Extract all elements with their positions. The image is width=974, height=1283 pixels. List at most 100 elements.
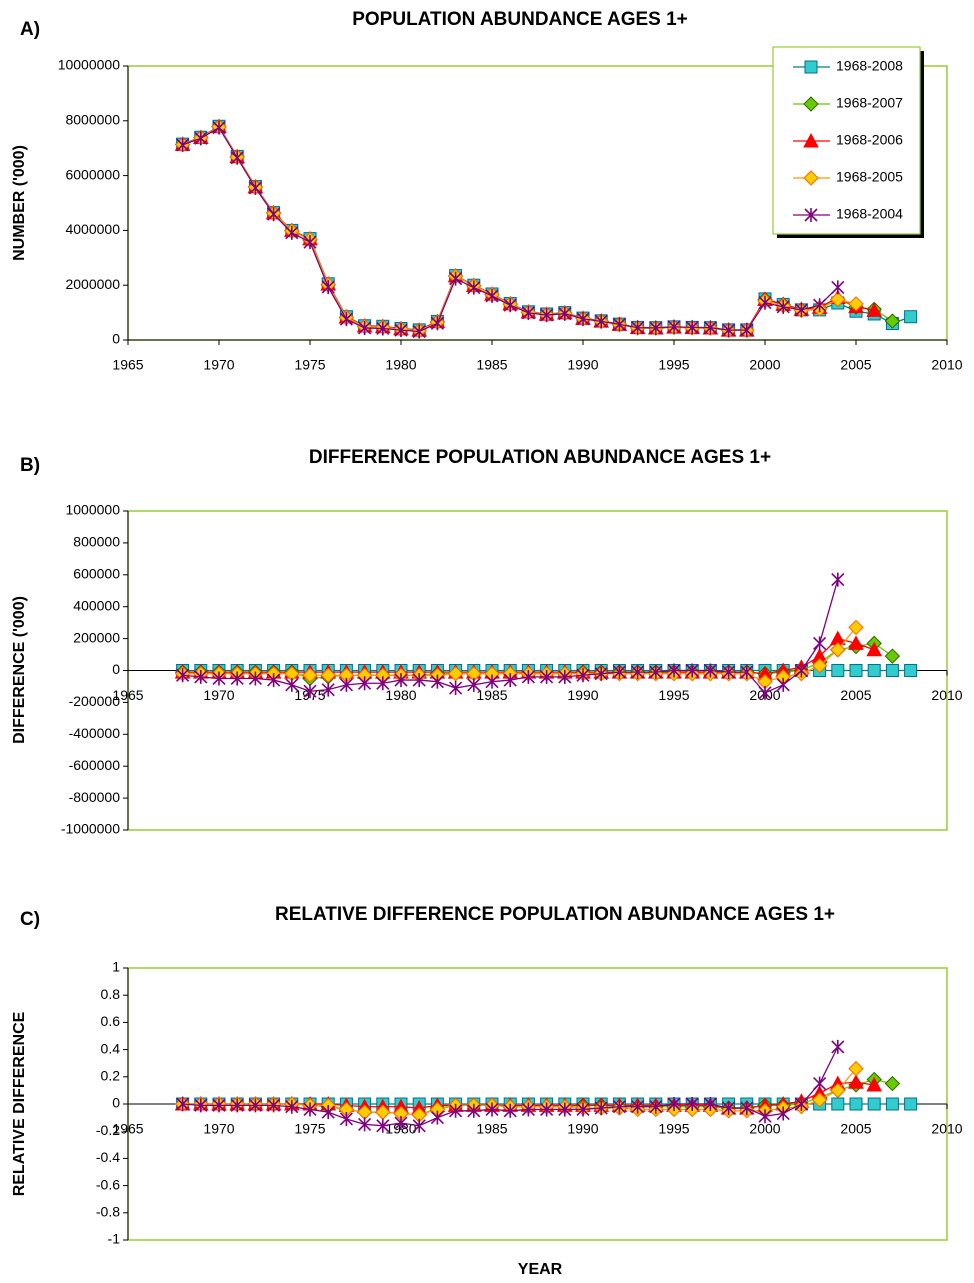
data-point [358,320,372,335]
data-point [412,324,426,339]
data-point [321,280,335,295]
data-point [776,677,790,692]
x-tick-label: 1975 [294,357,325,373]
legend-marker [803,132,819,148]
data-point [212,1098,226,1113]
data-point [740,323,754,338]
data-point [631,320,645,335]
data-point [248,1098,262,1113]
data-point [904,310,918,324]
data-point [866,1076,883,1092]
data-point [866,641,883,657]
data-point [430,1110,444,1125]
data-point [685,320,699,335]
panel-label: A) [20,19,40,40]
data-point [722,323,736,338]
data-point [830,291,846,308]
data-point [811,658,828,674]
data-point [449,271,463,286]
y-tick-label: -400000 [69,725,121,741]
y-tick-label: 0.2 [101,1068,121,1084]
x-axis-label: YEAR [518,1261,563,1278]
data-point [303,684,317,699]
data-point [576,311,590,326]
x-tick-label: 1990 [567,687,598,703]
data-point [848,619,864,636]
x-tick-label: 2010 [931,1121,962,1137]
legend-marker [803,96,819,112]
data-point [649,320,663,335]
y-tick-label: 0.4 [101,1040,121,1056]
data-point [339,1111,353,1126]
data-point [376,321,390,336]
data-point [176,668,190,683]
data-point [449,681,463,696]
panel-label: B) [20,455,40,476]
data-point [631,1099,645,1114]
legend-label: 1968-2008 [836,58,903,74]
data-point [467,1103,481,1118]
data-point [867,1097,881,1111]
data-point [667,1097,681,1111]
legend-label: 1968-2006 [836,132,903,148]
y-tick-label: -800000 [69,789,121,805]
x-tick-label: 1965 [112,357,143,373]
y-tick-label: 0.6 [101,1013,121,1029]
x-tick-label: 2000 [749,357,780,373]
data-point [376,1118,390,1133]
data-point [358,676,372,691]
data-point [430,674,444,689]
data-point [667,663,681,678]
data-point [485,1102,499,1117]
data-point [703,1097,717,1111]
data-point [884,1075,901,1092]
data-point [685,1097,699,1111]
data-point [722,1101,736,1116]
y-tick-label: 6000000 [65,166,120,182]
data-point [830,1082,846,1099]
data-point [176,1097,190,1111]
x-tick-label: 2005 [840,1121,871,1137]
y-tick-label: 8000000 [65,112,120,128]
panel-label: C) [20,909,40,930]
x-tick-label: 1970 [203,1121,234,1137]
legend-marker [803,170,819,186]
data-point [811,1092,828,1108]
data-point [267,207,281,222]
y-tick-label: 2000000 [65,276,120,292]
y-axis-label: DIFFERENCE ('000) [11,596,28,744]
data-point [394,323,408,338]
data-point [194,669,208,684]
y-tick-label: 200000 [73,629,120,645]
data-point [594,1101,608,1116]
data-point [558,306,572,321]
data-point [904,664,918,677]
y-tick-label: 1 [112,959,120,975]
data-point [848,635,864,650]
data-point [540,308,554,323]
data-point [339,312,353,327]
y-tick-label: 0 [112,1095,120,1111]
x-tick-label: 1975 [294,1121,325,1137]
data-point [540,1102,554,1117]
x-tick-label: 1995 [658,687,689,703]
data-point [794,663,808,678]
data-point [612,1099,626,1114]
data-point [521,1102,535,1117]
data-point [447,665,464,682]
x-tick-label: 1990 [567,1121,598,1137]
data-point [303,1102,317,1117]
data-point [867,664,881,677]
data-point [358,1117,372,1132]
data-point [285,677,299,692]
data-point [248,180,262,195]
data-point [467,677,481,692]
data-point [813,298,827,313]
x-tick-label: 1970 [203,357,234,373]
data-point [230,150,244,165]
y-axis-label: NUMBER ('000) [11,145,28,261]
data-point [394,1116,408,1131]
data-point [576,668,590,683]
data-point [303,235,317,250]
